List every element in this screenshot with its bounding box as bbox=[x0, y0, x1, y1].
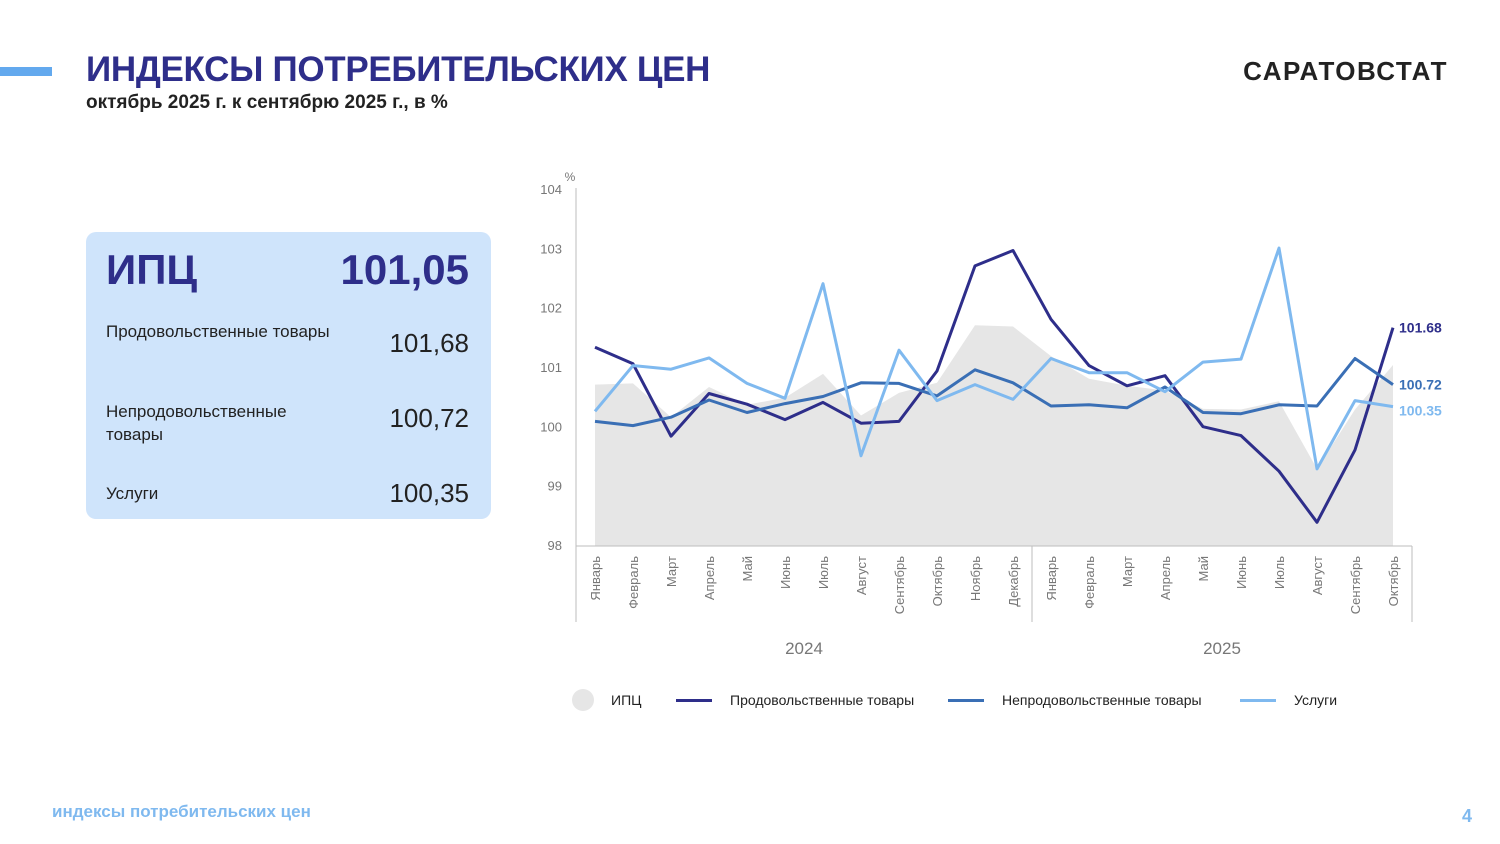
series-end-label: 100.72 bbox=[1399, 377, 1442, 393]
x-tick-label: Март bbox=[1120, 556, 1135, 587]
x-tick-label: Январь bbox=[1044, 556, 1059, 601]
y-tick-label: 103 bbox=[540, 241, 562, 256]
series-area-cpi bbox=[595, 325, 1393, 546]
legend-swatch-cpi bbox=[572, 689, 594, 711]
x-tick-label: Август bbox=[1310, 556, 1325, 595]
x-tick-label: Июнь bbox=[778, 556, 793, 589]
page-number: 4 bbox=[1461, 806, 1472, 826]
x-tick-label: Ноябрь bbox=[968, 556, 983, 601]
y-tick-label: 99 bbox=[548, 479, 562, 494]
legend-swatch-services bbox=[1240, 698, 1276, 702]
series-end-label: 100.35 bbox=[1399, 403, 1442, 419]
legend-label-food: Продовольственные товары bbox=[730, 692, 915, 708]
summary-cpi-value: 101,05 bbox=[340, 246, 469, 293]
x-tick-label: Октябрь bbox=[930, 556, 945, 607]
y-tick-label: 101 bbox=[540, 360, 562, 375]
series-end-label: 101.68 bbox=[1399, 320, 1442, 336]
y-tick-label: 102 bbox=[540, 301, 562, 316]
x-tick-label: Май bbox=[1196, 556, 1211, 581]
x-tick-label: Сентябрь bbox=[1348, 556, 1363, 614]
y-tick-label: 98 bbox=[548, 538, 562, 553]
legend-label-services: Услуги bbox=[1294, 692, 1338, 708]
x-tick-label: Июнь bbox=[1234, 556, 1249, 589]
x-tick-label: Август bbox=[854, 556, 869, 595]
page-title: ИНДЕКСЫ ПОТРЕБИТЕЛЬСКИХ ЦЕН bbox=[86, 50, 711, 89]
legend-swatch-nonfood bbox=[948, 698, 984, 702]
legend-item-nonfood: Непродовольственные товары bbox=[948, 688, 1202, 712]
summary-panel: ИПЦ 101,05 Продовольственные товары 101,… bbox=[86, 232, 491, 519]
series-line-1 bbox=[594, 249, 1395, 524]
year-label: 2024 bbox=[785, 639, 823, 658]
footer-caption: индексы потребительских цен bbox=[52, 802, 311, 821]
summary-nonfood-label: Непродовольственные товары bbox=[106, 402, 287, 444]
summary-nonfood-value: 100,72 bbox=[389, 403, 469, 433]
summary-food-label: Продовольственные товары bbox=[106, 322, 330, 341]
accent-bar bbox=[0, 67, 52, 76]
page-subtitle: октябрь 2025 г. к сентябрю 2025 г., в % bbox=[86, 92, 448, 113]
legend-item-cpi: ИПЦ bbox=[572, 688, 641, 712]
legend-item-services: Услуги bbox=[1240, 688, 1337, 712]
x-tick-label: Апрель bbox=[702, 556, 717, 600]
x-tick-label: Май bbox=[740, 556, 755, 581]
y-tick-label: 100 bbox=[540, 419, 562, 434]
x-tick-label: Февраль bbox=[626, 556, 641, 609]
summary-services-value: 100,35 bbox=[389, 478, 469, 508]
x-tick-label: Январь bbox=[588, 556, 603, 601]
x-tick-label: Сентябрь bbox=[892, 556, 907, 614]
x-tick-label: Июль bbox=[1272, 556, 1287, 589]
legend-swatch-food bbox=[676, 698, 712, 702]
x-tick-label: Апрель bbox=[1158, 556, 1173, 600]
y-tick-label: 104 bbox=[540, 182, 562, 197]
x-tick-label: Март bbox=[664, 556, 679, 587]
year-label: 2025 bbox=[1203, 639, 1241, 658]
series-line-2 bbox=[594, 357, 1394, 428]
x-tick-label: Декабрь bbox=[1006, 556, 1021, 607]
y-axis-unit: % bbox=[565, 170, 576, 184]
legend-item-food: Продовольственные товары bbox=[676, 688, 914, 712]
brand-logo: САРАТОВСТАТ bbox=[1243, 56, 1448, 86]
legend-label-nonfood: Непродовольственные товары bbox=[1002, 692, 1202, 708]
series-line-3 bbox=[593, 246, 1394, 471]
x-tick-label: Октябрь bbox=[1386, 556, 1401, 607]
x-tick-label: Февраль bbox=[1082, 556, 1097, 609]
legend-label-cpi: ИПЦ bbox=[611, 692, 642, 708]
summary-food-value: 101,68 bbox=[389, 328, 469, 358]
x-tick-label: Июль bbox=[816, 556, 831, 589]
summary-services-label: Услуги bbox=[106, 484, 159, 503]
summary-cpi-label: ИПЦ bbox=[106, 246, 198, 293]
